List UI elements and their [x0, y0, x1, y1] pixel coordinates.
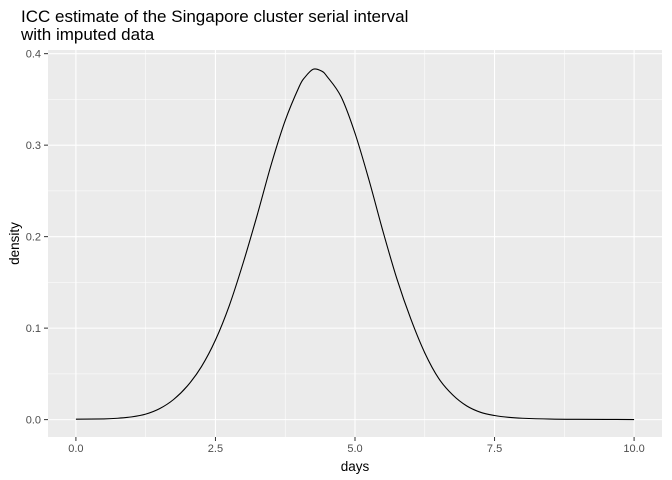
x-tick-label: 10.0 [623, 443, 644, 455]
x-tick-label: 0.0 [68, 443, 83, 455]
chart-title: ICC estimate of the Singapore cluster se… [21, 7, 409, 26]
x-tick-label: 7.5 [487, 443, 502, 455]
y-axis-label: density [7, 222, 22, 265]
y-tick-label: 0.4 [26, 49, 41, 61]
x-tick-label: 5.0 [347, 443, 362, 455]
density-line [75, 68, 635, 421]
series-layer [75, 68, 635, 421]
x-axis-label: days [341, 459, 370, 474]
x-tick-label: 2.5 [208, 443, 223, 455]
y-axis: 0.0 0.1 0.2 0.3 0.4 [26, 49, 48, 427]
y-tick-label: 0.2 [26, 232, 41, 244]
y-tick-label: 0.1 [26, 323, 41, 335]
y-tick-label: 0.0 [26, 415, 41, 427]
chart-subtitle: with imputed data [21, 25, 155, 44]
x-axis: 0.0 2.5 5.0 7.5 10.0 [68, 437, 645, 455]
y-tick-label: 0.3 [26, 140, 41, 152]
